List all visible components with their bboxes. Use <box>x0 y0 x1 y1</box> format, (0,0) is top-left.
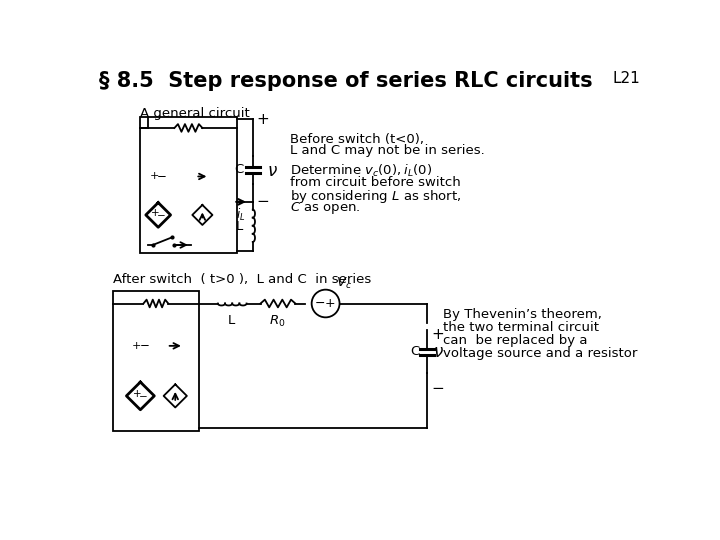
Text: −: − <box>139 393 148 402</box>
Text: $\nu$: $\nu$ <box>433 342 444 361</box>
Text: −: − <box>157 212 166 221</box>
Text: C: C <box>234 163 243 176</box>
Text: Determine $v_c(0), i_L(0)$: Determine $v_c(0), i_L(0)$ <box>290 164 432 179</box>
Text: A general circuit: A general circuit <box>140 107 250 120</box>
Text: +: + <box>325 297 336 310</box>
Text: +: + <box>132 341 141 351</box>
Text: L: L <box>228 314 235 327</box>
Text: L and C may not be in series.: L and C may not be in series. <box>290 144 485 157</box>
Text: L21: L21 <box>613 71 640 86</box>
Bar <box>113 291 199 430</box>
Text: +: + <box>150 208 159 218</box>
Text: by considering $L$ as short,: by considering $L$ as short, <box>290 188 462 205</box>
Text: the two terminal circuit: the two terminal circuit <box>443 321 598 334</box>
Bar <box>140 117 238 253</box>
Text: −: − <box>139 339 149 353</box>
Text: L: L <box>236 220 243 233</box>
Text: By Thevenin’s theorem,: By Thevenin’s theorem, <box>443 308 601 321</box>
Text: −: − <box>315 297 325 310</box>
Text: $R_0$: $R_0$ <box>269 314 286 329</box>
Text: § 8.5  Step response of series RLC circuits: § 8.5 Step response of series RLC circui… <box>99 71 593 91</box>
Text: $i_L$: $i_L$ <box>235 207 245 224</box>
Text: +: + <box>256 112 269 127</box>
Text: C: C <box>410 345 419 358</box>
Text: +: + <box>133 389 142 400</box>
Text: $C$ as open.: $C$ as open. <box>290 200 361 215</box>
Text: can  be replaced by a: can be replaced by a <box>443 334 587 347</box>
Text: +: + <box>431 327 444 342</box>
Text: voltage source and a resistor: voltage source and a resistor <box>443 347 637 360</box>
Text: −: − <box>431 381 444 396</box>
Text: $V_c$: $V_c$ <box>336 276 353 291</box>
Text: After switch  ( t>0 ),  L and C  in series: After switch ( t>0 ), L and C in series <box>113 273 372 286</box>
Text: −: − <box>256 194 269 210</box>
Text: from circuit before switch: from circuit before switch <box>290 177 461 190</box>
Text: $\nu$: $\nu$ <box>266 162 278 180</box>
Text: −: − <box>157 170 167 183</box>
Text: +: + <box>150 172 159 181</box>
Text: Before switch (t<0),: Before switch (t<0), <box>290 132 424 146</box>
